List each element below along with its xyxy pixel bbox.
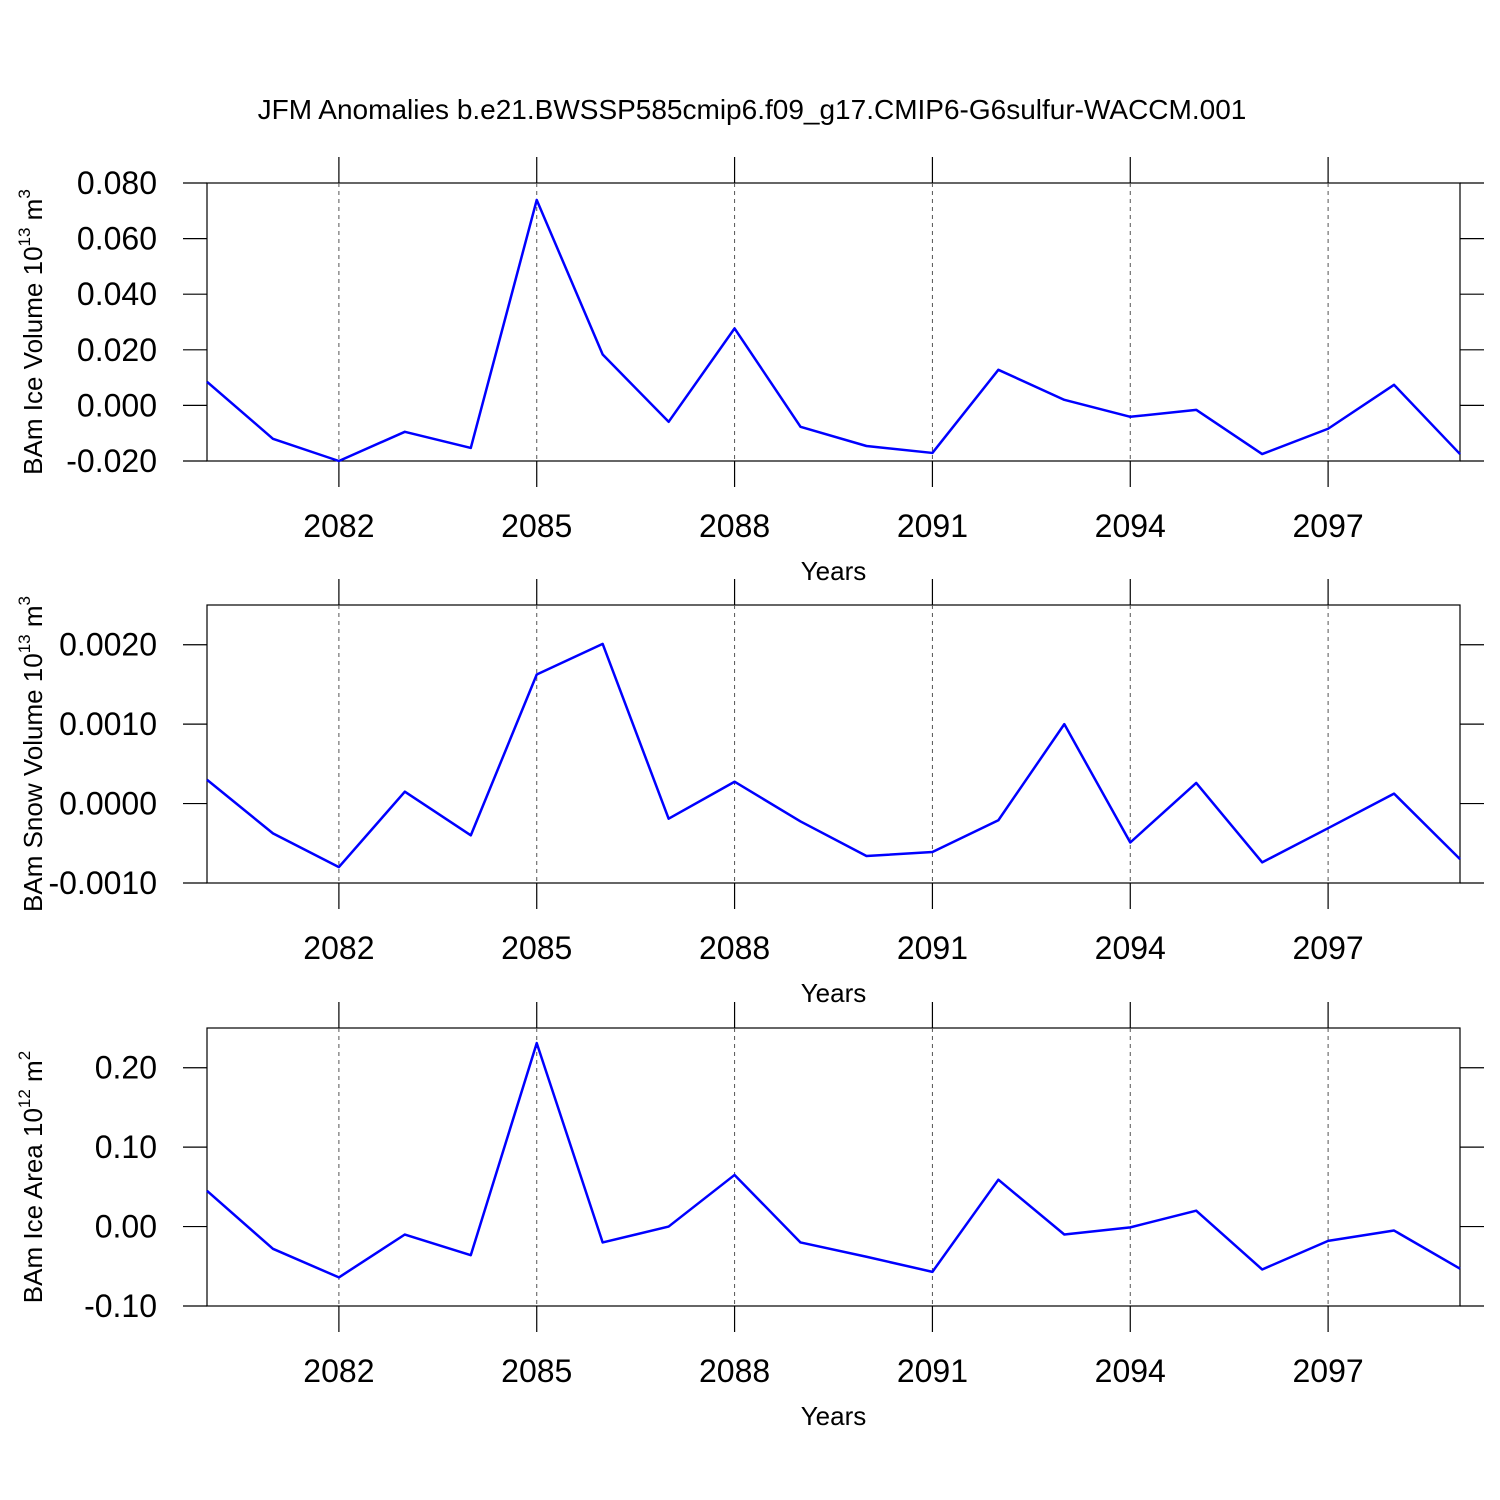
y-tick-label: 0.0000: [59, 786, 157, 822]
y-axis-label-part: m: [18, 1060, 48, 1089]
x-tick-label: 2097: [1293, 1353, 1364, 1389]
y-axis-label: BAm Snow Volume 1013 m3: [15, 596, 48, 912]
x-tick-label: 2091: [897, 1353, 968, 1389]
y-tick-label: 0.0010: [59, 706, 157, 742]
y-axis-label-part: BAm Snow Volume 10: [18, 653, 48, 912]
y-axis-label-part: m: [18, 605, 48, 634]
y-axis-label-superscript: 3: [15, 596, 34, 605]
x-axis-label: Years: [801, 1401, 867, 1431]
y-tick-label: 0.080: [77, 165, 157, 201]
plot-frame: [206, 1027, 1461, 1307]
x-axis-label: Years: [801, 978, 867, 1008]
x-tick-label: 2088: [699, 508, 770, 544]
x-axis-label: Years: [801, 556, 867, 586]
x-tick-label: 2085: [501, 930, 572, 966]
x-tick-label: 2088: [699, 1353, 770, 1389]
x-tick-label: 2082: [303, 1353, 374, 1389]
x-tick-label: 2091: [897, 930, 968, 966]
y-tick-label: 0.020: [77, 332, 157, 368]
data-line: [206, 1041, 1461, 1279]
y-tick-label: 0.000: [77, 387, 157, 423]
y-tick-label: -0.020: [66, 443, 157, 479]
x-tick-label: 2094: [1095, 930, 1166, 966]
x-tick-label: 2094: [1095, 508, 1166, 544]
y-axis-label-superscript: 12: [15, 1089, 34, 1108]
y-tick-label: 0.00: [95, 1209, 157, 1245]
x-tick-label: 2091: [897, 508, 968, 544]
y-tick-label: -0.0010: [48, 865, 157, 901]
y-tick-label: -0.10: [84, 1288, 157, 1324]
y-tick-label: 0.060: [77, 221, 157, 257]
y-tick-label: 0.20: [95, 1050, 157, 1086]
x-tick-label: 2097: [1293, 508, 1364, 544]
y-axis-label-superscript: 13: [15, 634, 34, 653]
x-tick-label: 2082: [303, 930, 374, 966]
y-axis-label-superscript: 13: [15, 228, 34, 247]
x-tick-label: 2082: [303, 508, 374, 544]
plot-frame: [206, 182, 1461, 462]
data-line: [206, 642, 1461, 869]
x-tick-label: 2085: [501, 1353, 572, 1389]
y-tick-label: 0.10: [95, 1129, 157, 1165]
y-tick-label: 0.040: [77, 276, 157, 312]
y-axis-label-superscript: 3: [15, 189, 34, 198]
y-axis-label-part: m: [18, 199, 48, 228]
y-axis-label-part: BAm Ice Volume 10: [18, 246, 48, 474]
y-axis-label-part: BAm Ice Area 10: [18, 1108, 48, 1303]
y-tick-label: 0.0020: [59, 627, 157, 663]
y-axis-label-superscript: 2: [15, 1051, 34, 1060]
y-axis-label: BAm Ice Volume 1013 m3: [15, 189, 48, 475]
x-tick-label: 2094: [1095, 1353, 1166, 1389]
x-tick-label: 2085: [501, 508, 572, 544]
plot-frame: [206, 604, 1461, 884]
data-line: [206, 198, 1461, 463]
x-tick-label: 2088: [699, 930, 770, 966]
x-tick-label: 2097: [1293, 930, 1364, 966]
figure-title: JFM Anomalies b.e21.BWSSP585cmip6.f09_g1…: [258, 94, 1247, 125]
y-axis-label: BAm Ice Area 1012 m2: [15, 1051, 48, 1303]
